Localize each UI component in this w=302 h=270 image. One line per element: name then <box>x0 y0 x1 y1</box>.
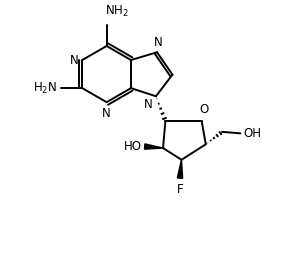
Text: F: F <box>177 183 183 195</box>
Text: HO: HO <box>124 140 142 153</box>
Polygon shape <box>177 160 183 178</box>
Text: H$_2$N: H$_2$N <box>33 80 57 96</box>
Text: OH: OH <box>243 127 261 140</box>
Text: N: N <box>144 98 153 111</box>
Text: N: N <box>154 36 163 49</box>
Text: NH$_2$: NH$_2$ <box>105 4 129 19</box>
Text: N: N <box>102 107 111 120</box>
Text: N: N <box>70 53 79 66</box>
Text: O: O <box>199 103 209 116</box>
Polygon shape <box>144 144 163 149</box>
